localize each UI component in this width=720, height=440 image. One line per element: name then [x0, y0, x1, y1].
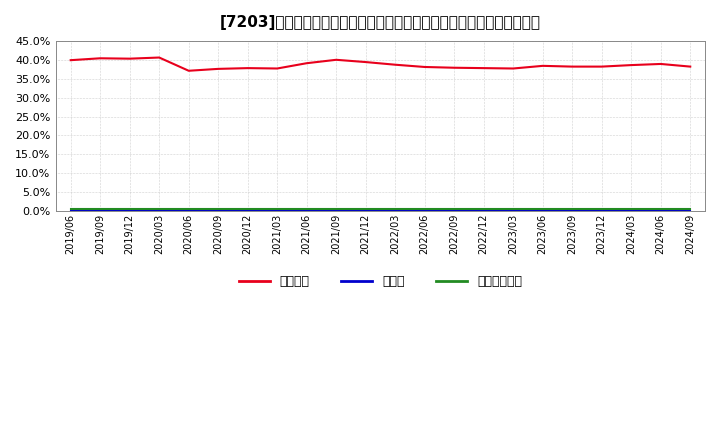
- Title: [7203]　自己資本、のれん、繰延税金資産の総資産に対する比率の推移: [7203] 自己資本、のれん、繰延税金資産の総資産に対する比率の推移: [220, 15, 541, 30]
- Legend: 自己資本, のれん, 繰延税金資産: 自己資本, のれん, 繰延税金資産: [233, 270, 527, 293]
